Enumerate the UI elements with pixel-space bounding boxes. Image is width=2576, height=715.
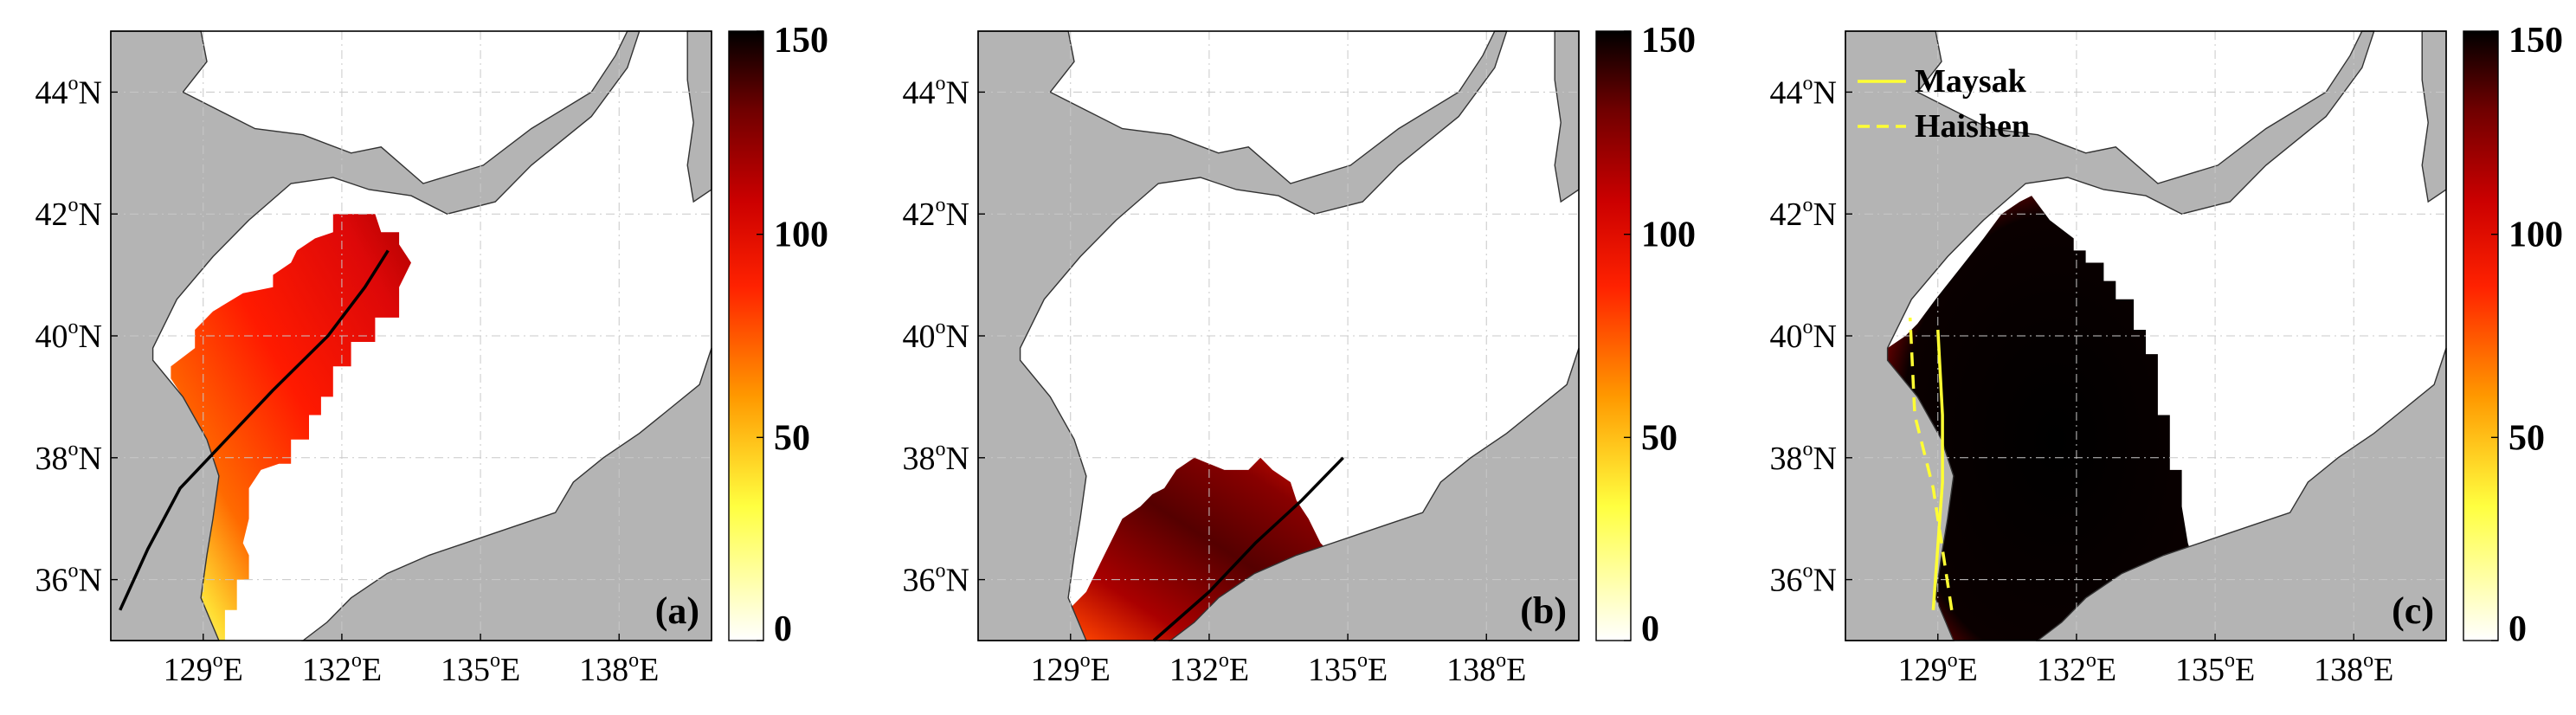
lon-tick-label: 129oE: [1031, 649, 1111, 688]
colorbar-gradient: [1595, 30, 1632, 641]
land-korea-china: [1845, 30, 2375, 641]
colorbar: 0 50 100 150: [2463, 21, 2563, 649]
lat-tick-label: 44oN: [903, 72, 969, 111]
colorbar-gradient: [2463, 30, 2499, 641]
panel-label: (c): [2392, 589, 2434, 632]
land-korea-china: [110, 30, 641, 641]
lon-tick-label: 138oE: [1446, 649, 1526, 688]
colorbar-tick-label: 100: [2508, 216, 2563, 255]
colorbar-gradient: [728, 30, 764, 641]
lat-tick-label: 40oN: [903, 316, 969, 355]
typhoon-track: [119, 249, 390, 611]
lon-tick-label: 132oE: [1169, 649, 1249, 688]
colorbar: 0 50 100 150: [1595, 21, 1696, 649]
lon-tick-label: 129oE: [1898, 649, 1978, 688]
colorbar-tick-label: 50: [2508, 418, 2545, 458]
heatmap-field: [171, 214, 411, 641]
lat-tick-label: 36oN: [1770, 560, 1837, 599]
lon-tick-label: 135oE: [441, 649, 520, 688]
lat-tick-label: 38oN: [35, 438, 102, 477]
lon-tick-label: 135oE: [2175, 649, 2255, 688]
lat-tick-label: 40oN: [35, 316, 102, 355]
legend-label-haishen: Haishen: [1915, 108, 2030, 145]
heatmap-field: [1887, 196, 2194, 641]
colorbar-tick-label: 50: [1641, 418, 1678, 458]
lon-tick-label: 138oE: [2314, 649, 2393, 688]
lat-tick-label: 40oN: [1770, 316, 1837, 355]
lat-tick-label: 38oN: [903, 438, 969, 477]
lat-tick-label: 42oN: [35, 194, 102, 233]
colorbar-tick-label: 100: [774, 216, 828, 255]
lat-tick-label: 36oN: [903, 560, 969, 599]
panel-label: (b): [1520, 589, 1567, 632]
colorbar-tick-label: 150: [774, 21, 828, 61]
typhoon-track: [1931, 329, 1944, 610]
colorbar: 0 50 100 150: [728, 21, 828, 649]
legend-label-maysak: Maysak: [1915, 63, 2027, 100]
colorbar-tick-label: 150: [2508, 21, 2563, 61]
lat-tick-label: 38oN: [1770, 438, 1837, 477]
map-panel: 129oE 132oE 135oE 138oE 36oN 38oN 40oN 42oN 44oN…: [1770, 30, 2447, 688]
colorbar-tick-label: 0: [774, 609, 792, 649]
lon-tick-label: 138oE: [579, 649, 659, 688]
lat-tick-label: 36oN: [35, 560, 102, 599]
colorbar-tick-label: 100: [1641, 216, 1696, 255]
lon-tick-label: 132oE: [302, 649, 382, 688]
map-panel: 129oE 132oE 135oE 138oE 36oN 38oN 40oN 42oN 44oN…: [903, 30, 1580, 688]
land-japan: [2036, 347, 2447, 641]
colorbar-tick-label: 150: [1641, 21, 1696, 61]
lon-tick-label: 129oE: [164, 649, 243, 688]
lat-tick-label: 44oN: [35, 72, 102, 111]
colorbar-tick-label: 0: [2508, 609, 2527, 649]
map-panel: 129oE 132oE 135oE 138oE 36oN 38oN 40oN 42oN 44oN…: [35, 30, 712, 688]
land-korea-china: [977, 30, 1508, 641]
land-japan: [301, 347, 712, 641]
lat-tick-label: 42oN: [903, 194, 969, 233]
colorbar-tick-label: 0: [1641, 609, 1659, 649]
land-japan: [1169, 347, 1580, 641]
lat-tick-label: 44oN: [1770, 72, 1837, 111]
lon-tick-label: 132oE: [2037, 649, 2116, 688]
lon-tick-label: 135oE: [1308, 649, 1388, 688]
colorbar-tick-label: 50: [774, 418, 810, 458]
typhoon-track: [1908, 317, 1954, 611]
panel-label: (a): [655, 589, 699, 632]
typhoon-track: [1152, 456, 1344, 642]
lat-tick-label: 42oN: [1770, 194, 1837, 233]
